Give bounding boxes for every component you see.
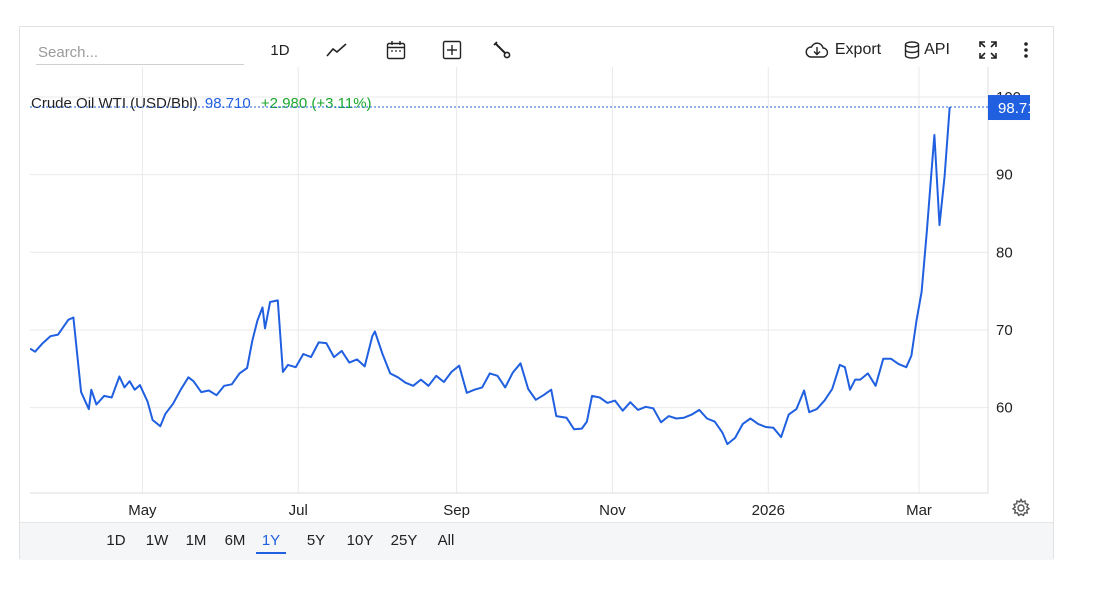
cloud-download-icon <box>805 42 829 58</box>
range-button-1y[interactable]: 1Y <box>256 530 286 554</box>
api-label: API <box>924 41 950 58</box>
chart-settings-button[interactable] <box>1011 497 1031 518</box>
price-chart[interactable]: 60708090100MayJulSepNov2026Mar98.710 <box>30 67 1030 527</box>
more-options-button[interactable] <box>1016 37 1036 63</box>
series-legend: Crude Oil WTI (USD/Bbl) 98.710 +2.980 (+… <box>31 95 372 112</box>
series-change: +2.980 (+3.11%) <box>260 95 372 112</box>
chart-type-button[interactable] <box>324 37 350 63</box>
gear-icon <box>1011 497 1031 517</box>
export-button[interactable]: Export <box>804 37 882 63</box>
x-tick-label: Nov <box>599 502 626 519</box>
range-button-all[interactable]: All <box>437 532 455 549</box>
export-label: Export <box>834 41 882 58</box>
api-button[interactable]: API <box>903 37 951 63</box>
range-button-1m[interactable]: 1M <box>185 532 207 549</box>
y-tick-label: 60 <box>996 400 1013 417</box>
fullscreen-button[interactable] <box>976 37 1000 63</box>
range-button-6m[interactable]: 6M <box>224 532 246 549</box>
interval-button[interactable]: 1D <box>268 37 292 63</box>
calendar-icon <box>386 41 406 60</box>
x-tick-label: Mar <box>906 502 932 519</box>
fullscreen-icon <box>979 41 997 59</box>
line-chart-icon <box>326 43 347 57</box>
tools-button[interactable] <box>490 37 514 63</box>
y-tick-label: 90 <box>996 167 1013 184</box>
database-icon <box>904 41 920 59</box>
search-input[interactable] <box>36 40 244 65</box>
price-series-line <box>30 106 951 446</box>
more-vert-icon <box>1024 42 1028 58</box>
add-box-icon <box>442 40 462 60</box>
range-button-25y[interactable]: 25Y <box>390 532 418 549</box>
range-selector: 1D 1W 1M 6M 1Y 5Y 10Y 25Y All <box>20 522 1053 560</box>
x-tick-label: May <box>128 502 157 519</box>
range-button-1d[interactable]: 1D <box>106 532 126 549</box>
date-range-button[interactable] <box>384 37 408 63</box>
x-tick-label: Sep <box>443 502 470 519</box>
range-button-10y[interactable]: 10Y <box>346 532 374 549</box>
x-tick-label: Jul <box>289 502 308 519</box>
range-button-1w[interactable]: 1W <box>145 532 169 549</box>
price-label-box <box>988 95 1030 121</box>
series-price: 98.710 <box>204 95 251 112</box>
range-button-5y[interactable]: 5Y <box>306 532 326 549</box>
interval-label: 1D <box>270 41 290 59</box>
y-tick-label: 70 <box>996 322 1013 339</box>
price-label-text: 98.710 <box>998 100 1030 117</box>
chart-widget: 1D <box>19 26 1054 560</box>
wrench-icon <box>493 41 511 59</box>
x-tick-label: 2026 <box>752 502 785 519</box>
chart-toolbar: 1D <box>20 27 1053 71</box>
add-indicator-button[interactable] <box>440 37 464 63</box>
y-tick-label: 80 <box>996 244 1013 261</box>
series-name: Crude Oil WTI (USD/Bbl) <box>31 95 198 112</box>
